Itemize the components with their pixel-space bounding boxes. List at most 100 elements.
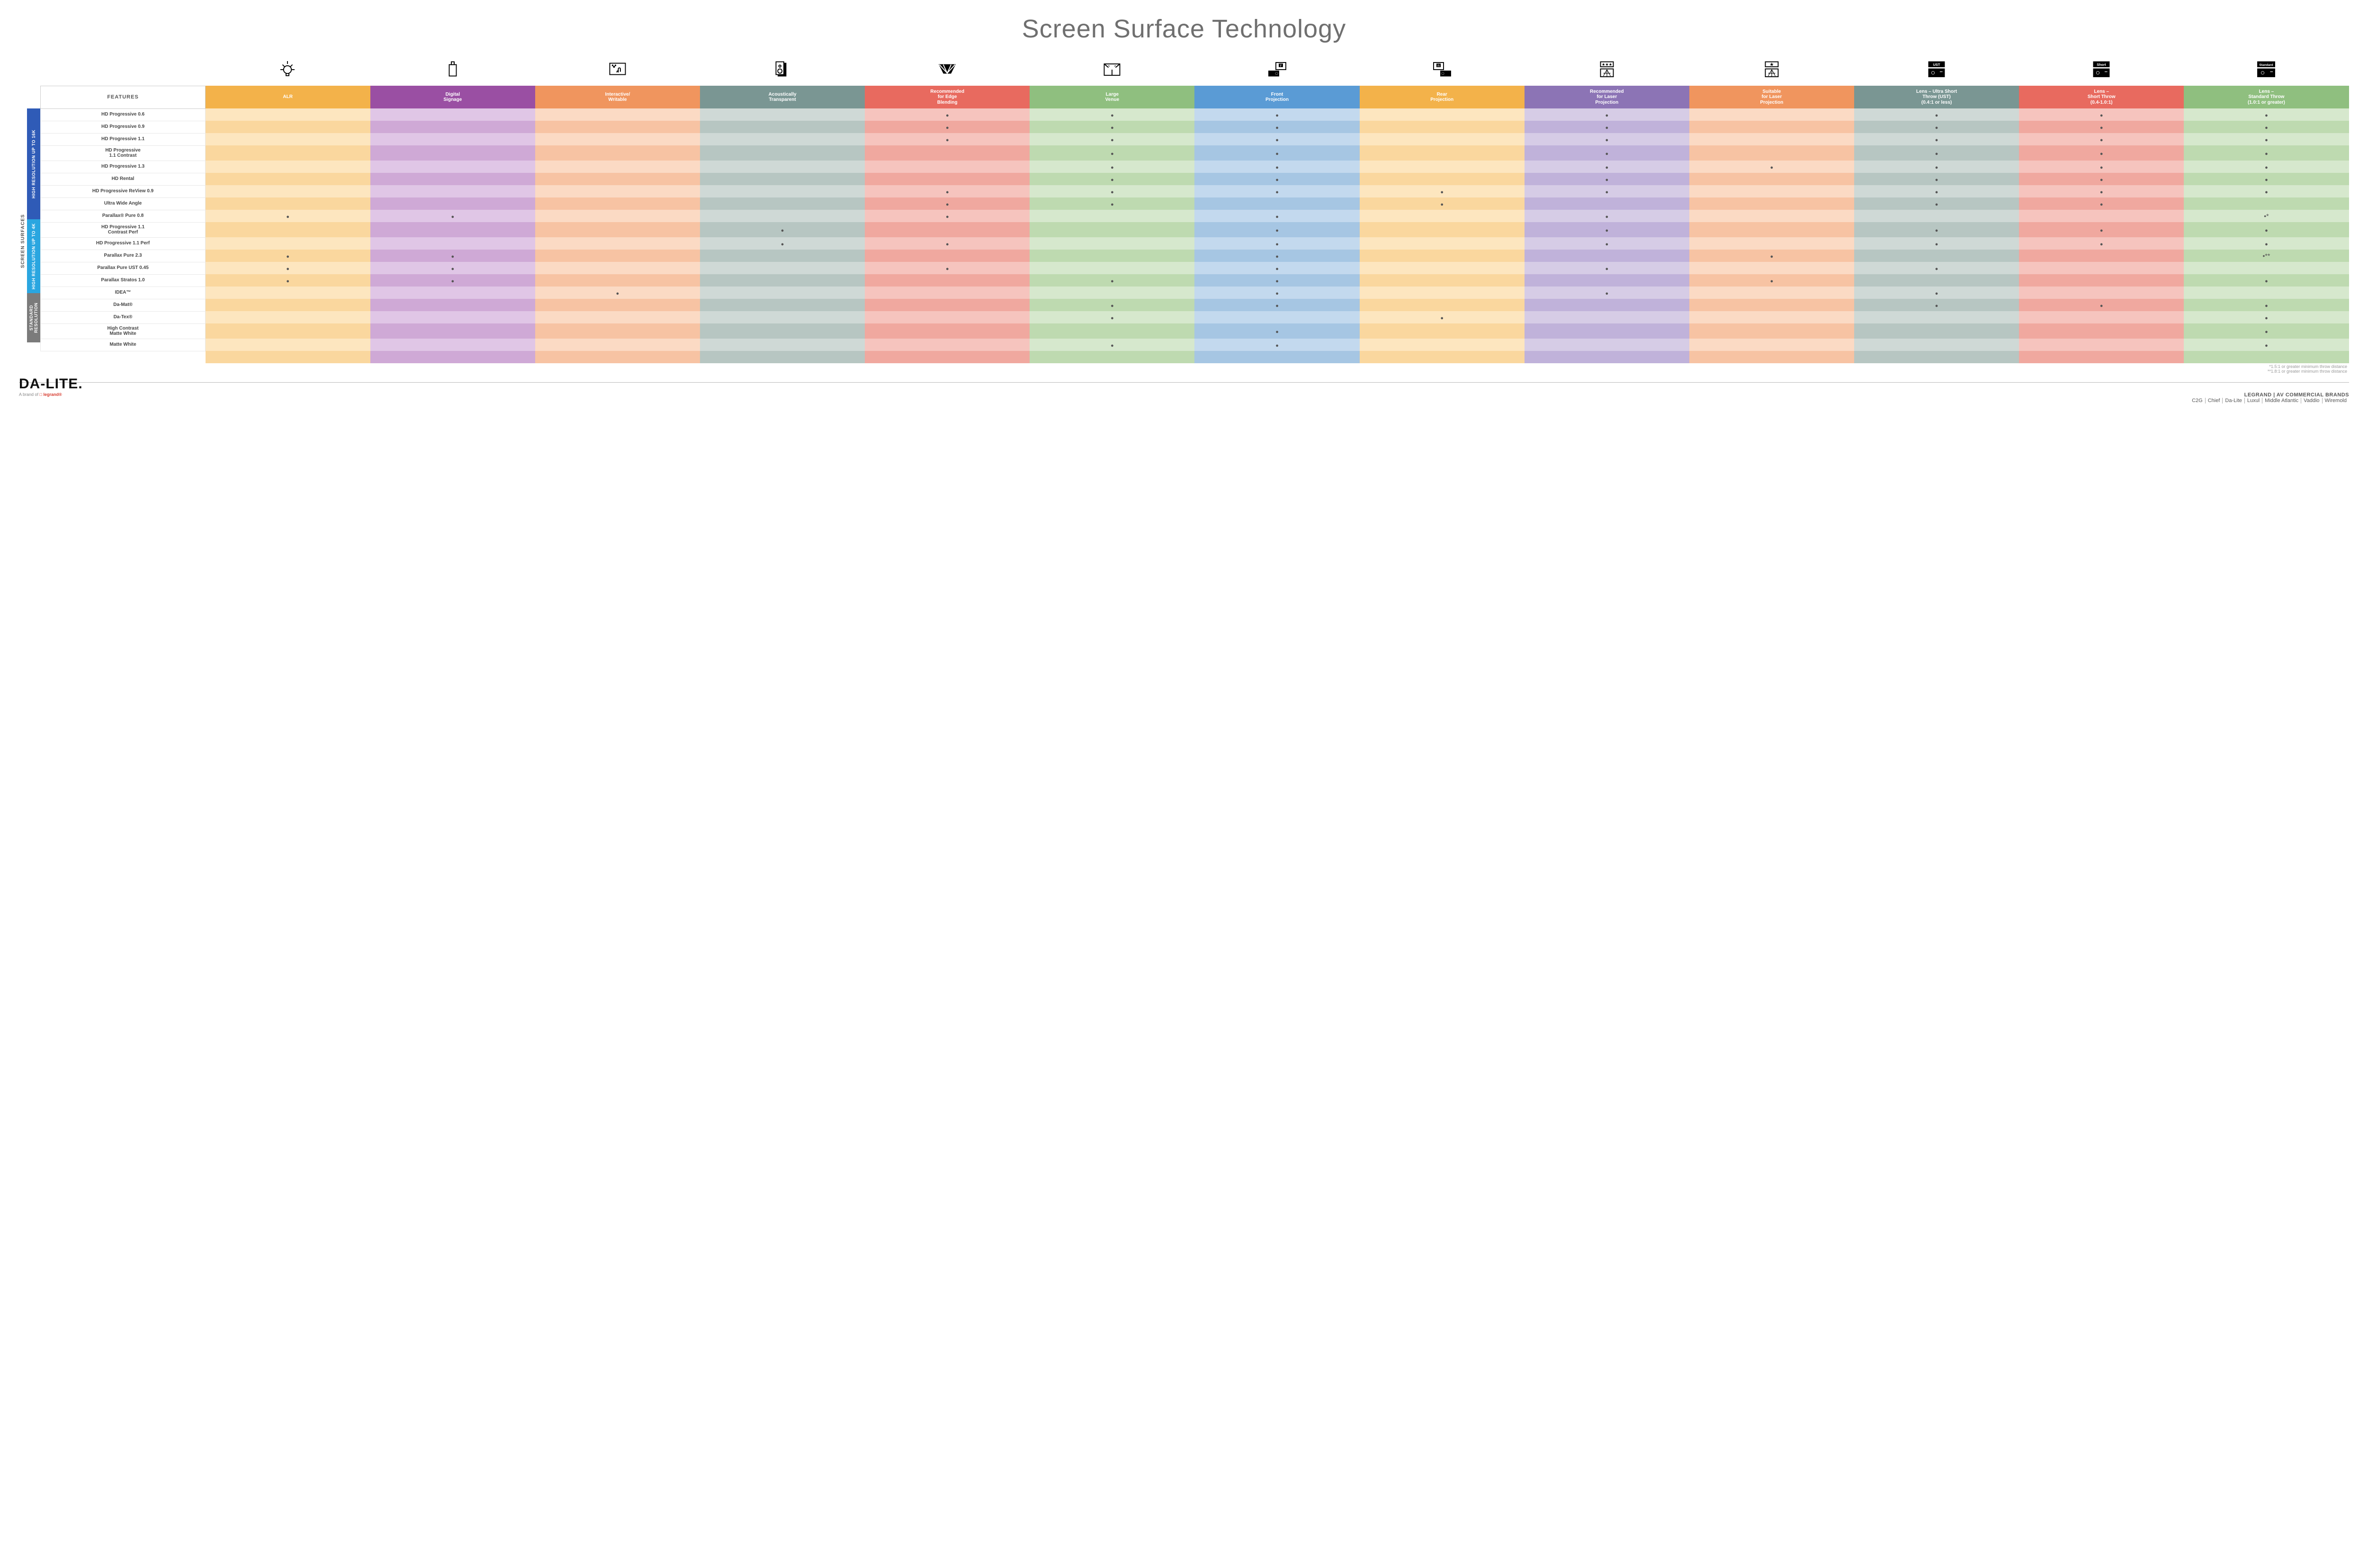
feature-cell <box>1030 299 1194 311</box>
feature-cell <box>535 145 700 161</box>
column-icon-rear: R <box>1360 55 1525 86</box>
feature-cell <box>1854 274 2019 287</box>
feature-cell <box>1525 299 1689 311</box>
brand-item: Luxul <box>2245 398 2262 403</box>
feature-cell <box>2019 173 2184 185</box>
svg-text:★★★: ★★★ <box>1602 62 1612 66</box>
feature-cell <box>1854 121 2019 133</box>
feature-cell <box>535 121 700 133</box>
feature-cell <box>1854 197 2019 210</box>
feature-cell <box>1525 210 1689 222</box>
feature-cell <box>206 311 370 323</box>
feature-cell <box>700 237 865 250</box>
column-icon-ust: UST <box>1854 55 2019 86</box>
column-header: RearProjection <box>1360 86 1525 108</box>
feature-cell <box>1525 311 1689 323</box>
feature-cell <box>1360 237 1525 250</box>
feature-cell <box>865 222 1030 237</box>
feature-cell <box>1525 121 1689 133</box>
feature-cell <box>2019 197 2184 210</box>
feature-cell <box>865 161 1030 173</box>
feature-cell <box>206 274 370 287</box>
page-title: Screen Surface Technology <box>19 14 2349 44</box>
feature-cell <box>865 311 1030 323</box>
feature-cell <box>1360 311 1525 323</box>
feature-cell <box>700 161 865 173</box>
feature-cell <box>700 287 865 299</box>
feature-cell <box>2019 339 2184 351</box>
row-label: HD Progressive 1.3 <box>41 161 206 173</box>
feature-cell <box>1525 274 1689 287</box>
column-header: ALR <box>206 86 370 108</box>
feature-cell <box>1194 173 1359 185</box>
feature-cell <box>206 237 370 250</box>
feature-cell <box>2019 222 2184 237</box>
column-header: DigitalSignage <box>370 86 535 108</box>
feature-cell <box>1689 287 1854 299</box>
brand-item: Chief <box>2206 398 2223 403</box>
feature-cell <box>1689 197 1854 210</box>
table-row: HD Progressive1.1 Contrast <box>41 145 2349 161</box>
brand-logo: DA-LITE. A brand of □ legrand® <box>19 376 83 397</box>
row-label: Da-Tex® <box>41 311 206 323</box>
brand-item: Middle Atlantic <box>2262 398 2301 403</box>
feature-cell <box>1194 250 1359 262</box>
feature-cell <box>1194 237 1359 250</box>
feature-cell <box>1030 287 1194 299</box>
feature-cell <box>1030 339 1194 351</box>
feature-cell <box>1030 197 1194 210</box>
feature-cell <box>1689 145 1854 161</box>
feature-cell <box>370 210 535 222</box>
feature-cell <box>206 210 370 222</box>
feature-cell <box>1525 161 1689 173</box>
row-label: Parallax Pure UST 0.45 <box>41 262 206 274</box>
column-icon-venue <box>1030 55 1194 86</box>
feature-cell <box>2019 161 2184 173</box>
table-row: HD Progressive 1.3 <box>41 161 2349 173</box>
row-label: Parallax Pure 2.3 <box>41 250 206 262</box>
table-row: HD Progressive 0.6 <box>41 108 2349 121</box>
table-row: Parallax Stratos 1.0 <box>41 274 2349 287</box>
feature-cell <box>206 133 370 145</box>
feature-cell <box>1854 108 2019 121</box>
table-row: Da-Mat® <box>41 299 2349 311</box>
table-row: HD Progressive 1.1 <box>41 133 2349 145</box>
feature-cell <box>2184 311 2349 323</box>
feature-cell <box>206 108 370 121</box>
feature-cell <box>535 133 700 145</box>
feature-cell <box>2019 108 2184 121</box>
feature-cell <box>1030 237 1194 250</box>
feature-cell <box>700 185 865 197</box>
feature-cell <box>535 185 700 197</box>
feature-cell <box>1194 185 1359 197</box>
feature-cell <box>535 287 700 299</box>
feature-cell <box>535 339 700 351</box>
feature-cell <box>1194 210 1359 222</box>
feature-cell <box>1854 161 2019 173</box>
feature-cell <box>370 274 535 287</box>
column-icon-front: F <box>1194 55 1359 86</box>
feature-cell <box>535 173 700 185</box>
column-header: AcousticallyTransparent <box>700 86 865 108</box>
feature-cell <box>2184 323 2349 339</box>
column-icon-touch <box>535 55 700 86</box>
feature-cell <box>1194 323 1359 339</box>
table-row: Matte White <box>41 339 2349 351</box>
feature-cell <box>2184 108 2349 121</box>
feature-cell <box>1030 185 1194 197</box>
feature-cell <box>1689 237 1854 250</box>
table-row <box>41 351 2349 363</box>
feature-cell <box>370 108 535 121</box>
feature-cell <box>1194 222 1359 237</box>
column-header: Lens –Standard Throw(1.0:1 or greater) <box>2184 86 2349 108</box>
table-row: IDEA™ <box>41 287 2349 299</box>
row-label: Parallax Stratos 1.0 <box>41 274 206 287</box>
svg-text:Short: Short <box>2097 62 2106 66</box>
table-row: HD Progressive ReView 0.9 <box>41 185 2349 197</box>
feature-cell <box>1854 133 2019 145</box>
feature-cell <box>1525 323 1689 339</box>
feature-cell <box>865 250 1030 262</box>
feature-cell <box>370 287 535 299</box>
feature-cell <box>1525 108 1689 121</box>
table-row: Parallax Pure UST 0.45 <box>41 262 2349 274</box>
